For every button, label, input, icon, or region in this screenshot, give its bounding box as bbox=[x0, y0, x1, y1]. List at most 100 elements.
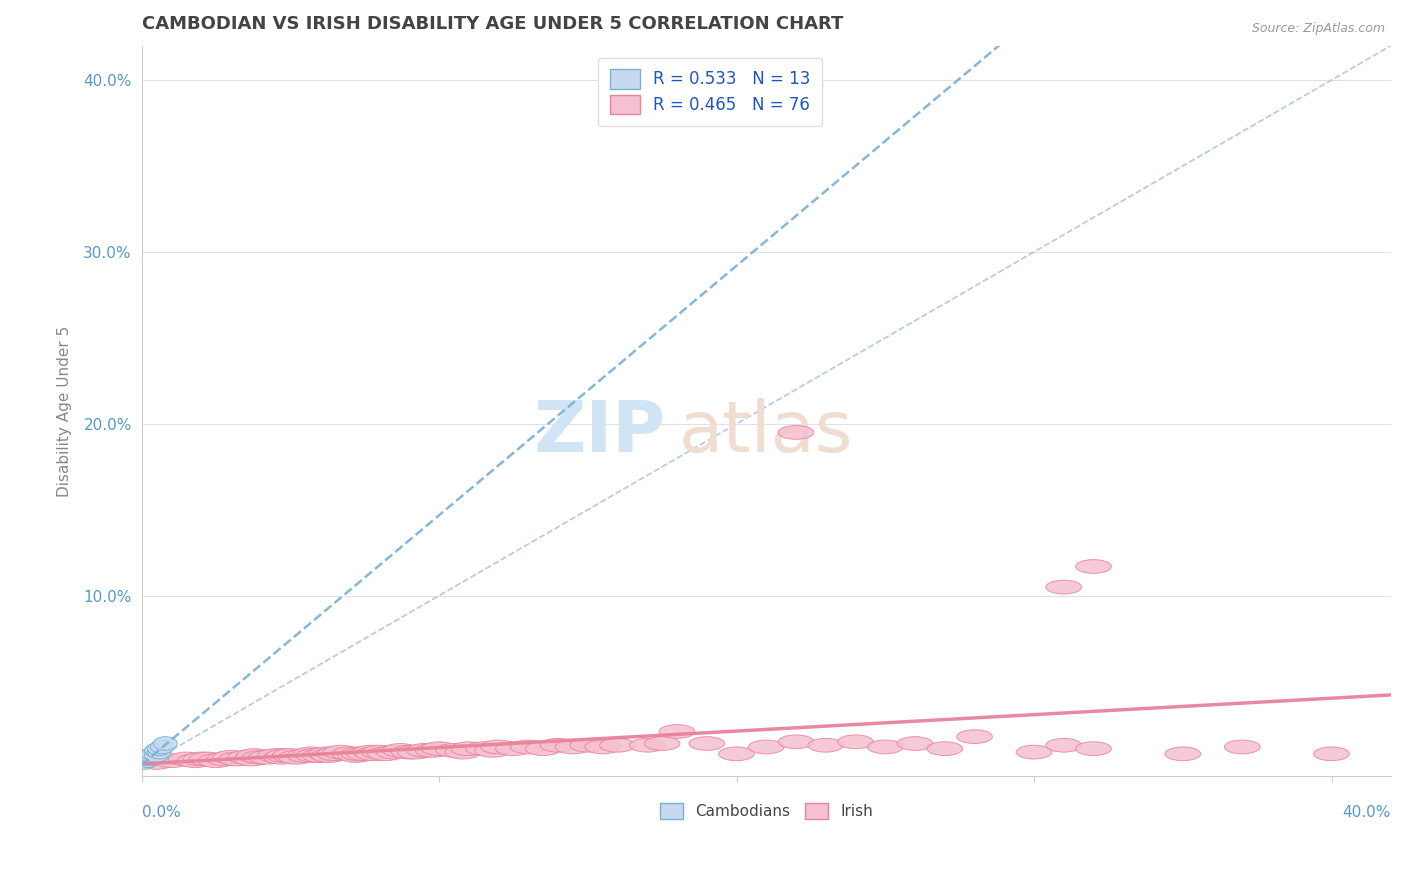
Ellipse shape bbox=[897, 737, 932, 750]
Ellipse shape bbox=[778, 735, 814, 748]
Ellipse shape bbox=[630, 739, 665, 752]
Ellipse shape bbox=[718, 747, 755, 761]
Ellipse shape bbox=[132, 756, 156, 769]
Ellipse shape bbox=[311, 748, 347, 763]
Ellipse shape bbox=[190, 752, 225, 766]
Text: ZIP: ZIP bbox=[534, 399, 666, 467]
Text: CAMBODIAN VS IRISH DISABILITY AGE UNDER 5 CORRELATION CHART: CAMBODIAN VS IRISH DISABILITY AGE UNDER … bbox=[142, 15, 842, 33]
Ellipse shape bbox=[337, 748, 374, 763]
Ellipse shape bbox=[267, 748, 302, 763]
Ellipse shape bbox=[659, 724, 695, 739]
Ellipse shape bbox=[1017, 745, 1052, 759]
Ellipse shape bbox=[263, 750, 299, 764]
Text: 0.0%: 0.0% bbox=[142, 805, 180, 821]
Ellipse shape bbox=[316, 747, 353, 761]
Ellipse shape bbox=[495, 742, 531, 756]
Ellipse shape bbox=[219, 752, 254, 766]
Ellipse shape bbox=[510, 740, 546, 754]
Ellipse shape bbox=[382, 744, 418, 757]
Ellipse shape bbox=[475, 744, 510, 757]
Ellipse shape bbox=[689, 737, 724, 750]
Legend: Cambodians, Irish: Cambodians, Irish bbox=[652, 796, 880, 827]
Ellipse shape bbox=[294, 747, 329, 761]
Ellipse shape bbox=[207, 752, 243, 766]
Ellipse shape bbox=[148, 742, 172, 756]
Ellipse shape bbox=[356, 747, 391, 761]
Ellipse shape bbox=[249, 750, 284, 764]
Ellipse shape bbox=[444, 745, 481, 759]
Ellipse shape bbox=[436, 744, 472, 757]
Ellipse shape bbox=[748, 740, 785, 754]
Ellipse shape bbox=[644, 737, 681, 750]
Ellipse shape bbox=[177, 754, 212, 768]
Ellipse shape bbox=[1313, 747, 1350, 761]
Ellipse shape bbox=[236, 748, 273, 763]
Ellipse shape bbox=[1166, 747, 1201, 761]
Ellipse shape bbox=[243, 750, 278, 764]
Ellipse shape bbox=[302, 748, 337, 763]
Ellipse shape bbox=[347, 747, 382, 761]
Ellipse shape bbox=[153, 754, 190, 768]
Ellipse shape bbox=[599, 739, 636, 752]
Ellipse shape bbox=[169, 752, 204, 766]
Ellipse shape bbox=[778, 425, 814, 439]
Text: Source: ZipAtlas.com: Source: ZipAtlas.com bbox=[1251, 22, 1385, 36]
Ellipse shape bbox=[555, 740, 591, 754]
Y-axis label: Disability Age Under 5: Disability Age Under 5 bbox=[58, 326, 72, 497]
Ellipse shape bbox=[135, 750, 159, 764]
Ellipse shape bbox=[1225, 740, 1260, 754]
Ellipse shape bbox=[332, 747, 367, 761]
Ellipse shape bbox=[142, 750, 166, 764]
Ellipse shape bbox=[139, 748, 162, 763]
Ellipse shape bbox=[139, 752, 162, 766]
Ellipse shape bbox=[278, 750, 314, 764]
Ellipse shape bbox=[150, 740, 174, 754]
Ellipse shape bbox=[838, 735, 873, 748]
Ellipse shape bbox=[377, 745, 412, 759]
Ellipse shape bbox=[868, 740, 903, 754]
Ellipse shape bbox=[1046, 580, 1081, 594]
Text: 40.0%: 40.0% bbox=[1343, 805, 1391, 821]
Ellipse shape bbox=[153, 737, 177, 750]
Ellipse shape bbox=[808, 739, 844, 752]
Ellipse shape bbox=[308, 747, 344, 761]
Ellipse shape bbox=[287, 748, 323, 763]
Ellipse shape bbox=[481, 740, 516, 754]
Ellipse shape bbox=[273, 748, 308, 763]
Ellipse shape bbox=[526, 742, 561, 756]
Ellipse shape bbox=[142, 747, 166, 761]
Ellipse shape bbox=[198, 754, 233, 768]
Ellipse shape bbox=[340, 747, 377, 761]
Ellipse shape bbox=[406, 744, 441, 757]
Ellipse shape bbox=[323, 745, 359, 759]
Ellipse shape bbox=[956, 730, 993, 744]
Ellipse shape bbox=[585, 740, 620, 754]
Ellipse shape bbox=[183, 752, 219, 766]
Ellipse shape bbox=[353, 745, 388, 759]
Ellipse shape bbox=[415, 744, 451, 757]
Ellipse shape bbox=[145, 748, 169, 763]
Ellipse shape bbox=[1076, 742, 1111, 756]
Ellipse shape bbox=[297, 748, 332, 763]
Ellipse shape bbox=[145, 744, 169, 757]
Ellipse shape bbox=[228, 750, 263, 764]
Ellipse shape bbox=[257, 748, 294, 763]
Ellipse shape bbox=[1076, 559, 1111, 574]
Ellipse shape bbox=[361, 745, 398, 759]
Ellipse shape bbox=[451, 742, 486, 756]
Ellipse shape bbox=[367, 747, 404, 761]
Ellipse shape bbox=[465, 742, 502, 756]
Text: atlas: atlas bbox=[679, 399, 853, 467]
Ellipse shape bbox=[148, 745, 172, 759]
Ellipse shape bbox=[135, 754, 159, 768]
Ellipse shape bbox=[391, 745, 427, 759]
Ellipse shape bbox=[212, 750, 249, 764]
Ellipse shape bbox=[540, 739, 576, 752]
Ellipse shape bbox=[422, 742, 457, 756]
Ellipse shape bbox=[139, 756, 174, 769]
Ellipse shape bbox=[398, 745, 433, 759]
Ellipse shape bbox=[569, 739, 606, 752]
Ellipse shape bbox=[233, 752, 270, 766]
Ellipse shape bbox=[927, 742, 963, 756]
Ellipse shape bbox=[1046, 739, 1081, 752]
